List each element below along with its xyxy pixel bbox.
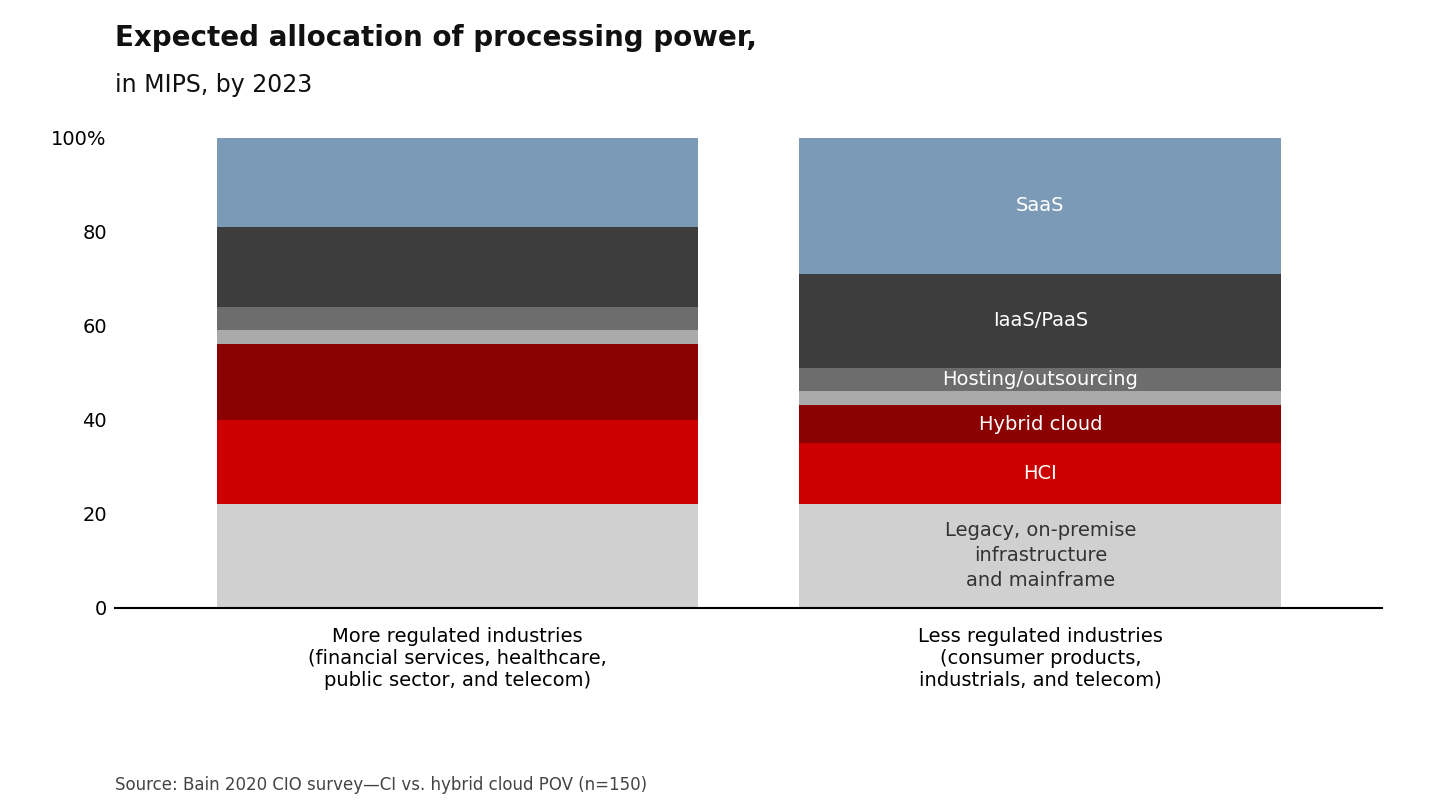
Bar bbox=[216, 330, 698, 344]
Text: SaaS: SaaS bbox=[1017, 196, 1064, 215]
Text: Hybrid cloud: Hybrid cloud bbox=[979, 415, 1102, 434]
Text: Hosting/outsourcing: Hosting/outsourcing bbox=[942, 370, 1138, 389]
Bar bbox=[799, 443, 1282, 504]
Bar bbox=[216, 504, 698, 608]
Bar bbox=[216, 344, 698, 420]
Bar bbox=[799, 391, 1282, 406]
Bar bbox=[216, 227, 698, 307]
Bar bbox=[799, 368, 1282, 391]
Text: Source: Bain 2020 CIO survey—CI vs. hybrid cloud POV (n=150): Source: Bain 2020 CIO survey—CI vs. hybr… bbox=[115, 776, 648, 794]
Text: Expected allocation of processing power,: Expected allocation of processing power, bbox=[115, 24, 757, 53]
Text: HCI: HCI bbox=[1024, 464, 1057, 483]
Bar bbox=[216, 138, 698, 227]
Bar bbox=[799, 504, 1282, 608]
Bar bbox=[799, 138, 1282, 274]
Bar bbox=[216, 307, 698, 330]
Text: in MIPS, by 2023: in MIPS, by 2023 bbox=[115, 73, 312, 97]
Bar bbox=[799, 406, 1282, 443]
Bar bbox=[216, 420, 698, 504]
Bar bbox=[799, 274, 1282, 368]
Text: Legacy, on-premise
infrastructure
and mainframe: Legacy, on-premise infrastructure and ma… bbox=[945, 522, 1136, 590]
Text: IaaS/PaaS: IaaS/PaaS bbox=[992, 311, 1087, 330]
